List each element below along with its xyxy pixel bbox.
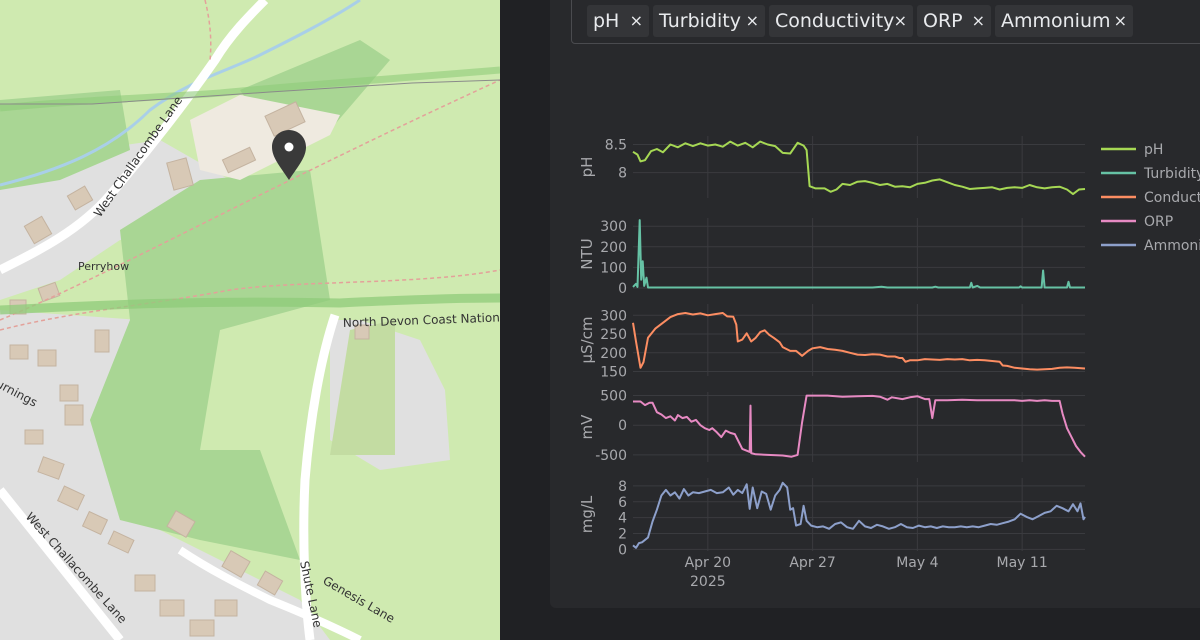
y-tick-label: 4	[618, 511, 627, 527]
y-tick-label: 150	[600, 365, 627, 381]
footpath	[0, 79, 500, 321]
map-view[interactable]: West Challacombe Lane Perryhow urnings N…	[0, 0, 500, 640]
trail	[0, 66, 500, 112]
power-line	[0, 79, 500, 105]
footpath	[0, 269, 500, 331]
tag-label: Turbidity	[659, 10, 741, 32]
tag-conductivity: Conductivity ×	[769, 5, 913, 37]
buildings	[9, 101, 370, 637]
y-tick-label: -500	[595, 448, 627, 464]
coast-path	[0, 293, 500, 315]
tag-label: ORP	[923, 10, 963, 32]
tag-turbidity: Turbidity ×	[653, 5, 765, 37]
legend-item-label: ORP	[1144, 214, 1173, 230]
y-tick-label: 8	[618, 166, 627, 182]
scrub-area	[330, 320, 395, 455]
legend-item-label: Ammonium	[1144, 238, 1200, 254]
x-tick-label: May 11	[997, 555, 1048, 571]
tag-label: Conductivity	[775, 10, 895, 32]
y-tick-label: 0	[618, 542, 627, 558]
y-tick-label: 8.5	[605, 137, 627, 153]
road-west-challacombe-lane-south[interactable]	[0, 487, 124, 640]
tag-orp: ORP ×	[917, 5, 991, 37]
y-axis-label: mg/L	[578, 495, 596, 533]
chart-legend[interactable]: pH Turbidity Conductivity ORP Ammonium	[1101, 142, 1200, 254]
remove-tag-icon[interactable]: ×	[971, 11, 985, 30]
woodland	[90, 170, 330, 560]
chart-axes: 88.5pH0100200300NTU150200250300µS/cm-500…	[578, 137, 1048, 590]
series-line-turbidity	[632, 219, 1085, 289]
map-canvas[interactable]: West Challacombe Lane Perryhow urnings N…	[0, 0, 500, 640]
remove-tag-icon[interactable]: ×	[629, 11, 643, 30]
x-year-label: 2025	[690, 574, 726, 590]
chart-grid	[633, 136, 1085, 551]
y-tick-label: 8	[618, 479, 627, 495]
x-tick-label: Apr 27	[789, 555, 835, 571]
residential-area	[0, 310, 330, 640]
variable-multiselect[interactable]: pH × Turbidity × Conductivity × ORP × Am…	[571, 0, 1200, 44]
footpath	[204, 0, 212, 61]
y-tick-label: 0	[618, 281, 627, 297]
y-axis-label: NTU	[578, 238, 596, 269]
tag-ph: pH ×	[587, 5, 649, 37]
dashboard-panel: pH × Turbidity × Conductivity × ORP × Am…	[500, 0, 1200, 640]
y-axis-label: pH	[578, 157, 596, 178]
y-tick-label: 100	[600, 260, 627, 276]
y-tick-label: 300	[600, 308, 627, 324]
x-tick-label: Apr 20	[685, 555, 731, 571]
y-tick-label: 200	[600, 240, 627, 256]
series-line-orp	[633, 394, 1086, 458]
tag-label: Ammonium	[1001, 10, 1111, 32]
place-label: Perryhow	[78, 260, 129, 273]
series-line-ammonium	[632, 481, 1086, 549]
y-tick-label: 6	[618, 495, 627, 511]
remove-tag-icon[interactable]: ×	[745, 11, 759, 30]
road-west-challacombe-lane[interactable]	[0, 0, 269, 275]
y-axis-label: mV	[578, 414, 596, 440]
legend-item-label: Turbidity	[1143, 166, 1200, 182]
series-line-conductivity	[632, 312, 1086, 371]
road-shute-lane[interactable]	[299, 313, 340, 640]
y-tick-label: 250	[600, 327, 627, 343]
remove-tag-icon[interactable]: ×	[1113, 11, 1127, 30]
woodland	[0, 90, 130, 190]
legend-item-label: pH	[1144, 142, 1163, 158]
x-tick-label: May 4	[896, 555, 938, 571]
legend-item-label: Conductivity	[1144, 190, 1200, 206]
y-tick-label: 300	[600, 219, 627, 235]
road-genesis-lane[interactable]	[177, 546, 362, 640]
y-tick-label: 500	[600, 389, 627, 405]
chart-lines	[632, 140, 1086, 549]
series-line-ph	[632, 140, 1086, 196]
multi-panel-line-chart[interactable]: 88.5pH0100200300NTU150200250300µS/cm-500…	[500, 0, 1200, 640]
tag-ammonium: Ammonium ×	[995, 5, 1133, 37]
y-tick-label: 0	[618, 418, 627, 434]
remove-tag-icon[interactable]: ×	[893, 11, 907, 30]
y-tick-label: 2	[618, 527, 627, 543]
tag-label: pH	[593, 10, 620, 32]
y-axis-label: µS/cm	[578, 317, 596, 364]
y-tick-label: 200	[600, 346, 627, 362]
trail-label: North Devon Coast Nationa	[343, 310, 500, 330]
map-pin-icon[interactable]	[272, 130, 306, 180]
